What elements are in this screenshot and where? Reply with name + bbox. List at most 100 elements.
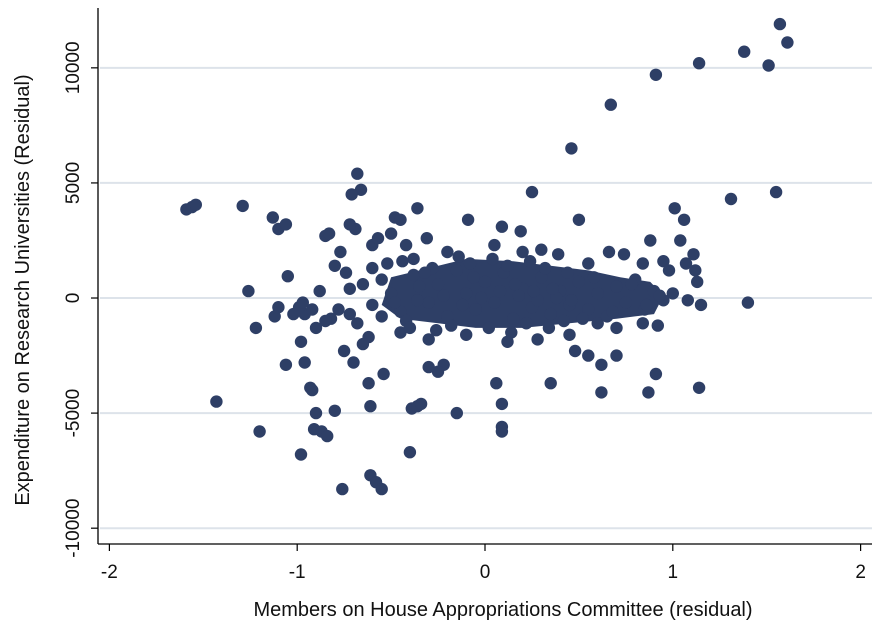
data-point: [572, 275, 586, 289]
data-point: [501, 335, 514, 348]
data-point: [343, 218, 356, 231]
data-point: [482, 321, 495, 335]
data-point: [595, 358, 608, 371]
data-point: [565, 294, 578, 307]
x-tick-label: -1: [289, 562, 306, 583]
data-point: [328, 259, 341, 272]
data-point: [420, 232, 433, 245]
data-point: [450, 264, 463, 277]
data-point: [651, 319, 664, 332]
data-point: [364, 400, 377, 413]
data-point: [279, 218, 293, 231]
data-point: [741, 296, 755, 309]
y-axis-title: Expenditure on Research Universities (Re…: [12, 74, 34, 505]
data-point: [595, 386, 608, 399]
data-point: [445, 319, 458, 332]
data-point: [469, 303, 482, 316]
data-point: [249, 321, 263, 335]
data-point: [523, 255, 537, 268]
x-axis-title: Members on House Appropriations Committe…: [253, 599, 752, 621]
data-point: [610, 280, 623, 293]
data-point: [674, 234, 687, 247]
data-point: [321, 429, 334, 443]
data-point: [636, 317, 649, 330]
data-point: [538, 261, 552, 275]
data-point: [507, 312, 520, 325]
data-point: [640, 298, 653, 312]
data-point: [189, 198, 202, 211]
data-point: [450, 406, 463, 420]
data-point: [414, 397, 428, 411]
data-point: [738, 45, 751, 58]
data-point: [371, 232, 385, 245]
y-tick-label: -5000: [63, 389, 84, 438]
data-point: [456, 298, 469, 312]
data-point: [531, 333, 544, 346]
data-point: [692, 381, 706, 394]
data-point: [381, 257, 394, 270]
data-point: [375, 310, 388, 323]
data-point: [694, 298, 708, 312]
data-point: [422, 333, 435, 346]
data-point: [516, 245, 529, 259]
data-point: [347, 356, 360, 369]
data-point: [544, 377, 557, 390]
data-point: [773, 17, 787, 31]
data-point: [388, 296, 402, 309]
data-point: [572, 213, 586, 226]
data-point: [407, 268, 420, 282]
data-point: [486, 252, 499, 266]
data-point: [332, 303, 345, 316]
data-point: [475, 291, 488, 305]
data-point: [488, 296, 501, 309]
data-point: [236, 199, 249, 213]
data-point: [336, 482, 349, 496]
data-point: [394, 213, 407, 226]
data-point: [418, 266, 432, 279]
data-point: [508, 278, 522, 291]
data-point: [687, 248, 700, 261]
data-point: [356, 278, 370, 291]
data-point: [478, 275, 492, 289]
data-point: [354, 183, 368, 196]
data-point: [563, 328, 576, 341]
data-point: [762, 59, 775, 72]
data-point: [657, 255, 670, 268]
y-tick-label: 0: [63, 293, 84, 304]
data-point: [430, 324, 443, 337]
data-point: [294, 335, 308, 348]
data-point: [490, 377, 503, 390]
data-point: [394, 305, 407, 318]
data-point: [309, 321, 323, 335]
data-point: [399, 238, 413, 252]
data-point: [546, 282, 559, 295]
data-point: [610, 321, 623, 335]
data-point: [493, 284, 507, 298]
data-point: [343, 282, 356, 295]
data-point: [495, 220, 509, 233]
data-point: [568, 344, 582, 358]
data-point: [322, 227, 336, 240]
data-point: [587, 271, 601, 284]
data-point: [253, 425, 266, 438]
data-point: [467, 271, 480, 284]
data-point: [542, 321, 556, 335]
data-point: [328, 404, 341, 417]
data-point: [582, 257, 595, 270]
data-point: [266, 211, 279, 224]
data-point: [460, 328, 473, 341]
data-point: [619, 296, 633, 309]
data-point: [375, 482, 388, 496]
data-point: [644, 234, 657, 247]
data-point: [403, 446, 417, 459]
data-points: [180, 17, 794, 496]
data-point: [591, 317, 604, 330]
data-point: [339, 266, 353, 279]
axis-ticks: -10000 -5000 0 5000 10000 -2 -1 0 1 2: [63, 41, 866, 583]
data-point: [313, 284, 326, 298]
data-point: [576, 312, 589, 325]
data-point: [394, 326, 407, 339]
y-tick-label: -10000: [63, 499, 84, 558]
data-point: [606, 305, 619, 318]
